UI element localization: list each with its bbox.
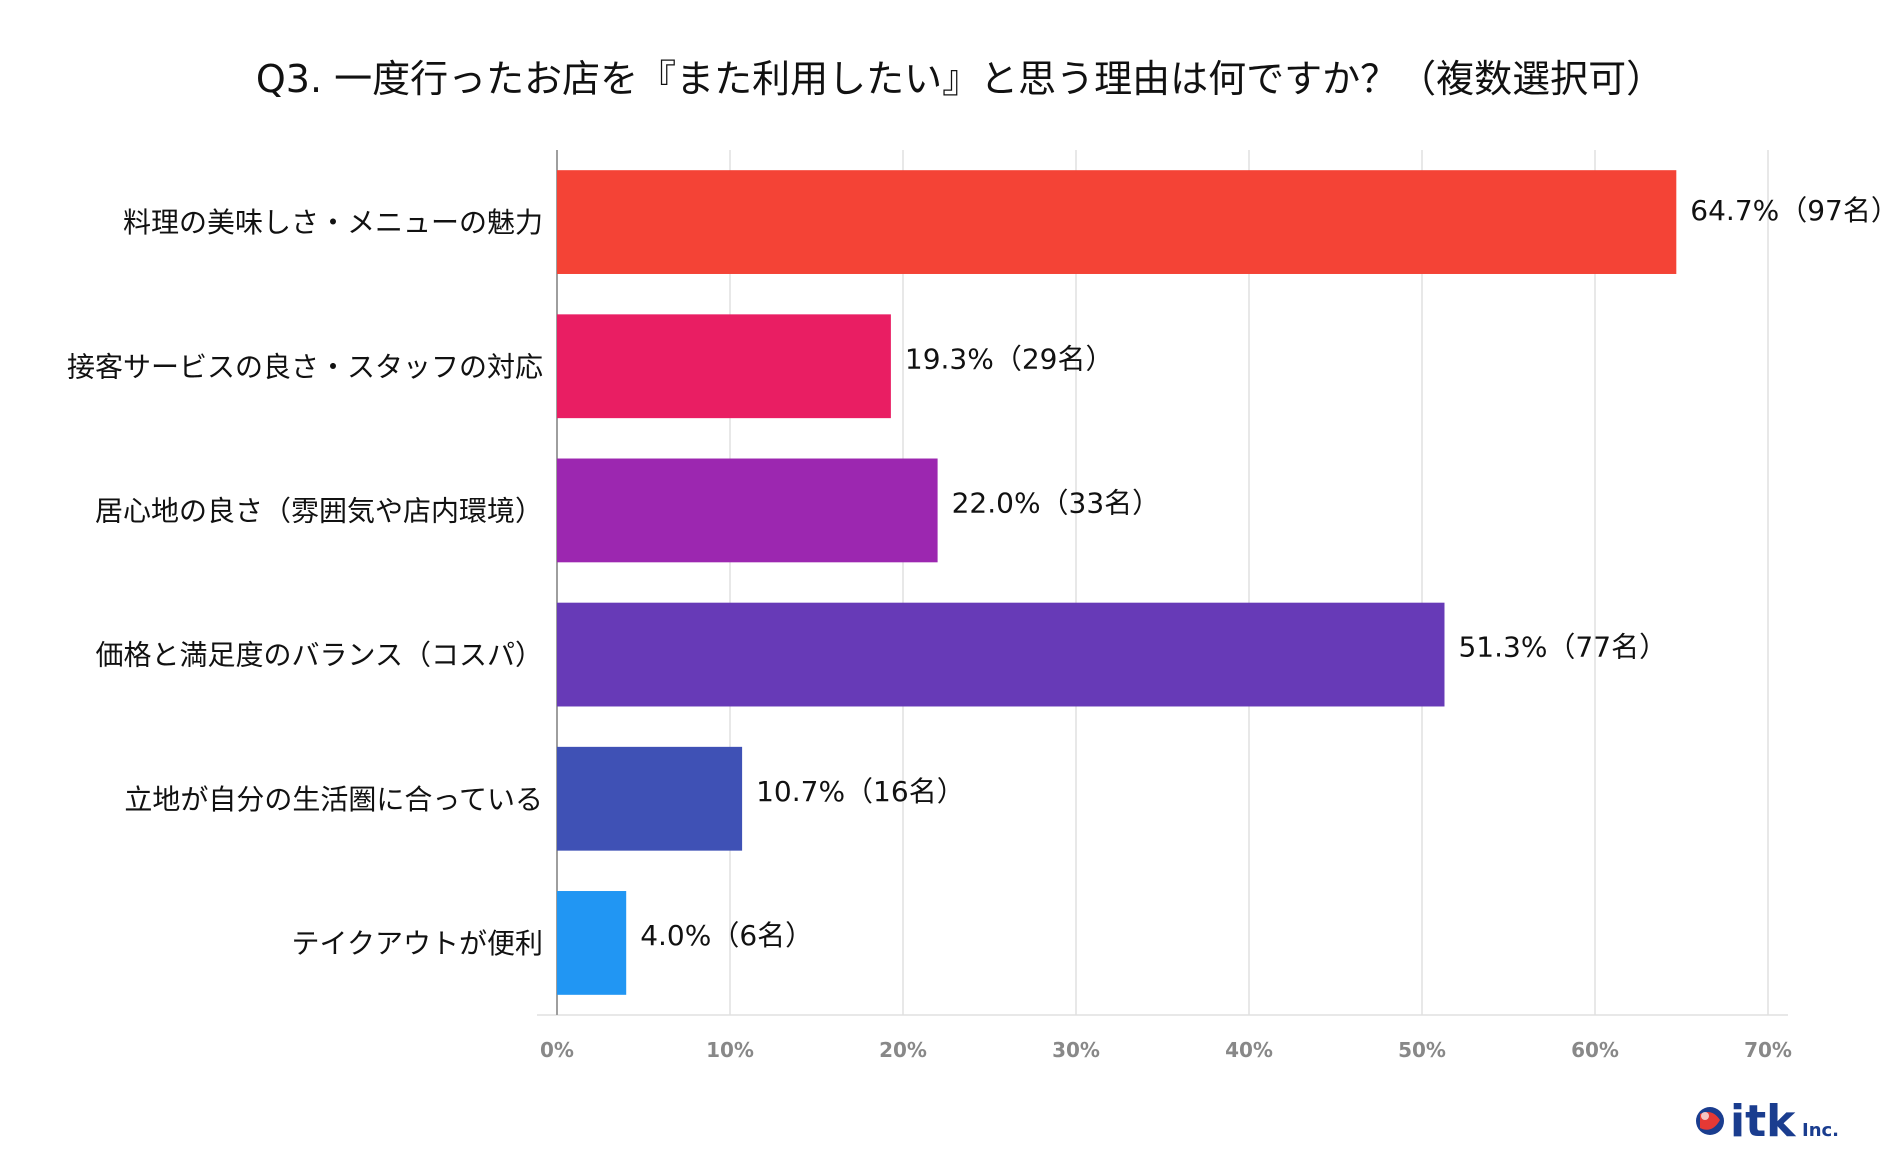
category-label-2: 接客サービスの良さ・スタッフの対応 bbox=[67, 350, 543, 383]
itk-logo: itk Inc. bbox=[1696, 1096, 1839, 1147]
x-tick-label-30: 30% bbox=[1052, 1038, 1100, 1062]
value-labels: 64.7%（97名） 19.3%（29名） 22.0%（33名） 51.3%（77名）… bbox=[640, 194, 1899, 952]
x-tick-label-70: 70% bbox=[1744, 1038, 1792, 1062]
value-label-2: 19.3%（29名） bbox=[905, 342, 1114, 375]
bar-1 bbox=[557, 170, 1677, 274]
value-label-1: 64.7%（97名） bbox=[1690, 194, 1899, 227]
value-label-3: 22.0%（33名） bbox=[952, 486, 1161, 519]
category-label-5: 立地が自分の生活圏に合っている bbox=[124, 783, 543, 816]
x-tick-label-0: 0% bbox=[540, 1038, 574, 1062]
value-label-6: 4.0%（6名） bbox=[640, 919, 813, 952]
globe-icon bbox=[1696, 1107, 1724, 1135]
x-tick-labels: 0% 10% 20% 30% 40% 50% 60% 70% bbox=[540, 1038, 1792, 1062]
bar-6 bbox=[557, 891, 627, 995]
chart-title: Q3. 一度行ったお店を『また利用したい』と思う理由は何ですか？（複数選択可） bbox=[256, 57, 1664, 101]
logo-name: itk bbox=[1730, 1096, 1797, 1145]
value-label-4: 51.3%（77名） bbox=[1458, 631, 1667, 664]
category-label-4: 価格と満足度のバランス（コスパ） bbox=[96, 639, 543, 672]
x-tick-label-20: 20% bbox=[879, 1038, 927, 1062]
value-label-5: 10.7%（16名） bbox=[756, 775, 965, 808]
category-label-1: 料理の美味しさ・メニューの魅力 bbox=[123, 206, 543, 239]
grid-lines bbox=[537, 150, 1788, 1016]
bar-5 bbox=[557, 746, 743, 851]
logo-suffix: Inc. bbox=[1802, 1120, 1839, 1141]
category-label-6: テイクアウトが便利 bbox=[292, 927, 543, 960]
x-tick-label-50: 50% bbox=[1398, 1038, 1446, 1062]
x-tick-label-60: 60% bbox=[1571, 1038, 1619, 1062]
bar-2 bbox=[557, 314, 891, 419]
bar-4 bbox=[557, 602, 1445, 707]
category-labels: 料理の美味しさ・メニューの魅力接客サービスの良さ・スタッフの対応居心地の良さ（雰… bbox=[67, 206, 543, 960]
category-label-3: 居心地の良さ（雰囲気や店内環境） bbox=[95, 494, 543, 527]
x-tick-label-40: 40% bbox=[1225, 1038, 1273, 1062]
bars bbox=[557, 170, 1677, 995]
x-tick-label-10: 10% bbox=[706, 1038, 754, 1062]
bar-3 bbox=[557, 458, 938, 563]
